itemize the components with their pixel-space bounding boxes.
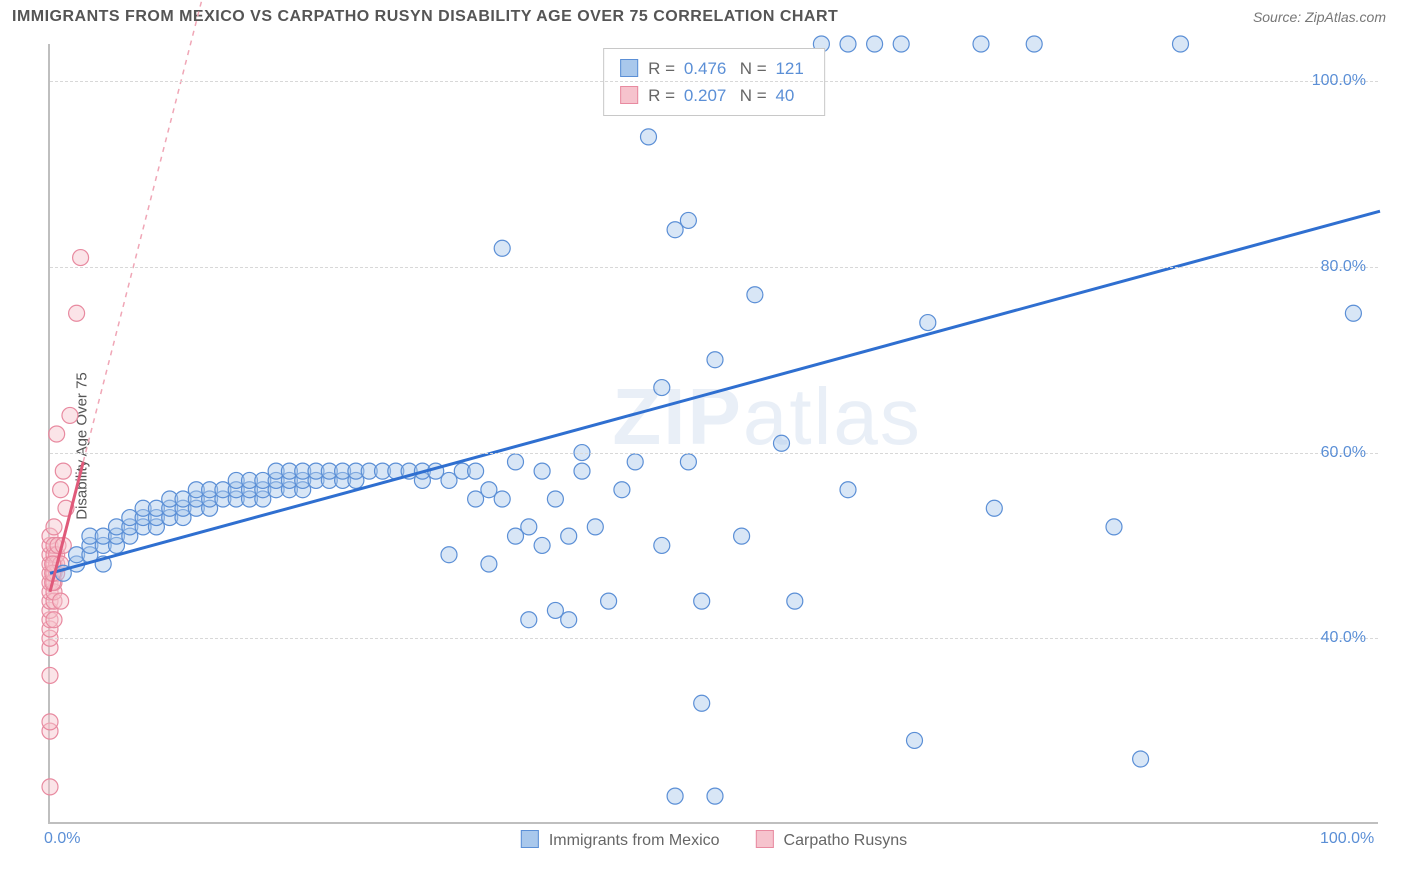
data-point bbox=[867, 36, 883, 52]
data-point bbox=[694, 695, 710, 711]
data-point bbox=[53, 593, 69, 609]
x-tick-label: 100.0% bbox=[1320, 830, 1374, 848]
data-point bbox=[707, 788, 723, 804]
chart-title: IMMIGRANTS FROM MEXICO VS CARPATHO RUSYN… bbox=[12, 8, 838, 26]
data-point bbox=[627, 454, 643, 470]
x-tick-label: 0.0% bbox=[44, 830, 80, 848]
n-value: 121 bbox=[775, 59, 803, 78]
data-point bbox=[840, 482, 856, 498]
data-point bbox=[561, 528, 577, 544]
r-value: 0.476 bbox=[684, 59, 727, 78]
data-point bbox=[680, 454, 696, 470]
data-point bbox=[907, 732, 923, 748]
data-point bbox=[547, 491, 563, 507]
data-point bbox=[747, 287, 763, 303]
data-point bbox=[641, 129, 657, 145]
series-legend: Immigrants from Mexico Carpatho Rusyns bbox=[503, 830, 925, 850]
data-point bbox=[707, 352, 723, 368]
data-point bbox=[601, 593, 617, 609]
correlation-legend: R = 0.476 N = 121R = 0.207 N = 40 bbox=[603, 48, 825, 116]
data-point bbox=[774, 435, 790, 451]
gridline bbox=[50, 453, 1378, 454]
data-point bbox=[55, 463, 71, 479]
data-point bbox=[73, 250, 89, 266]
data-point bbox=[986, 500, 1002, 516]
series-label: Carpatho Rusyns bbox=[784, 832, 908, 849]
data-point bbox=[654, 537, 670, 553]
data-point bbox=[69, 305, 85, 321]
data-point bbox=[840, 36, 856, 52]
gridline bbox=[50, 267, 1378, 268]
plot-area: ZIPatlas R = 0.476 N = 121R = 0.207 N = … bbox=[48, 44, 1378, 824]
gridline bbox=[50, 81, 1378, 82]
data-point bbox=[53, 482, 69, 498]
data-point bbox=[561, 612, 577, 628]
data-point bbox=[46, 612, 62, 628]
y-tick-label: 80.0% bbox=[1321, 258, 1366, 276]
chart-area: Disability Age Over 75 ZIPatlas R = 0.47… bbox=[0, 36, 1406, 856]
data-point bbox=[680, 212, 696, 228]
data-point bbox=[694, 593, 710, 609]
n-value: 40 bbox=[775, 86, 794, 105]
data-point bbox=[587, 519, 603, 535]
data-point bbox=[1026, 36, 1042, 52]
data-point bbox=[893, 36, 909, 52]
legend-row: R = 0.476 N = 121 bbox=[620, 55, 808, 82]
legend-row: R = 0.207 N = 40 bbox=[620, 82, 808, 109]
data-point bbox=[494, 491, 510, 507]
r-value: 0.207 bbox=[684, 86, 727, 105]
header: IMMIGRANTS FROM MEXICO VS CARPATHO RUSYN… bbox=[0, 0, 1406, 34]
data-point bbox=[521, 612, 537, 628]
data-point bbox=[920, 315, 936, 331]
legend-swatch bbox=[521, 830, 539, 848]
data-point bbox=[534, 463, 550, 479]
legend-item: Carpatho Rusyns bbox=[756, 832, 908, 849]
legend-swatch bbox=[620, 86, 638, 104]
data-point bbox=[1173, 36, 1189, 52]
data-point bbox=[734, 528, 750, 544]
trend-line bbox=[50, 211, 1380, 573]
data-point bbox=[508, 454, 524, 470]
data-point bbox=[1133, 751, 1149, 767]
data-point bbox=[973, 36, 989, 52]
data-point bbox=[441, 547, 457, 563]
data-point bbox=[46, 519, 62, 535]
data-point bbox=[534, 537, 550, 553]
data-point bbox=[62, 407, 78, 423]
data-point bbox=[1345, 305, 1361, 321]
data-point bbox=[468, 463, 484, 479]
data-point bbox=[574, 463, 590, 479]
data-point bbox=[654, 380, 670, 396]
data-point bbox=[494, 240, 510, 256]
y-tick-label: 40.0% bbox=[1321, 629, 1366, 647]
y-tick-label: 60.0% bbox=[1321, 444, 1366, 462]
data-point bbox=[481, 556, 497, 572]
data-point bbox=[667, 788, 683, 804]
source-attribution: Source: ZipAtlas.com bbox=[1253, 9, 1386, 25]
legend-swatch bbox=[620, 59, 638, 77]
trend-extrapolation bbox=[83, 0, 209, 462]
data-point bbox=[521, 519, 537, 535]
data-point bbox=[787, 593, 803, 609]
data-point bbox=[42, 667, 58, 683]
data-point bbox=[42, 779, 58, 795]
legend-item: Immigrants from Mexico bbox=[521, 832, 720, 849]
data-point bbox=[1106, 519, 1122, 535]
series-label: Immigrants from Mexico bbox=[549, 832, 720, 849]
data-point bbox=[42, 714, 58, 730]
data-point bbox=[614, 482, 630, 498]
y-tick-label: 100.0% bbox=[1312, 72, 1366, 90]
gridline bbox=[50, 638, 1378, 639]
data-point bbox=[49, 426, 65, 442]
scatter-svg bbox=[50, 44, 1378, 822]
legend-swatch bbox=[756, 830, 774, 848]
